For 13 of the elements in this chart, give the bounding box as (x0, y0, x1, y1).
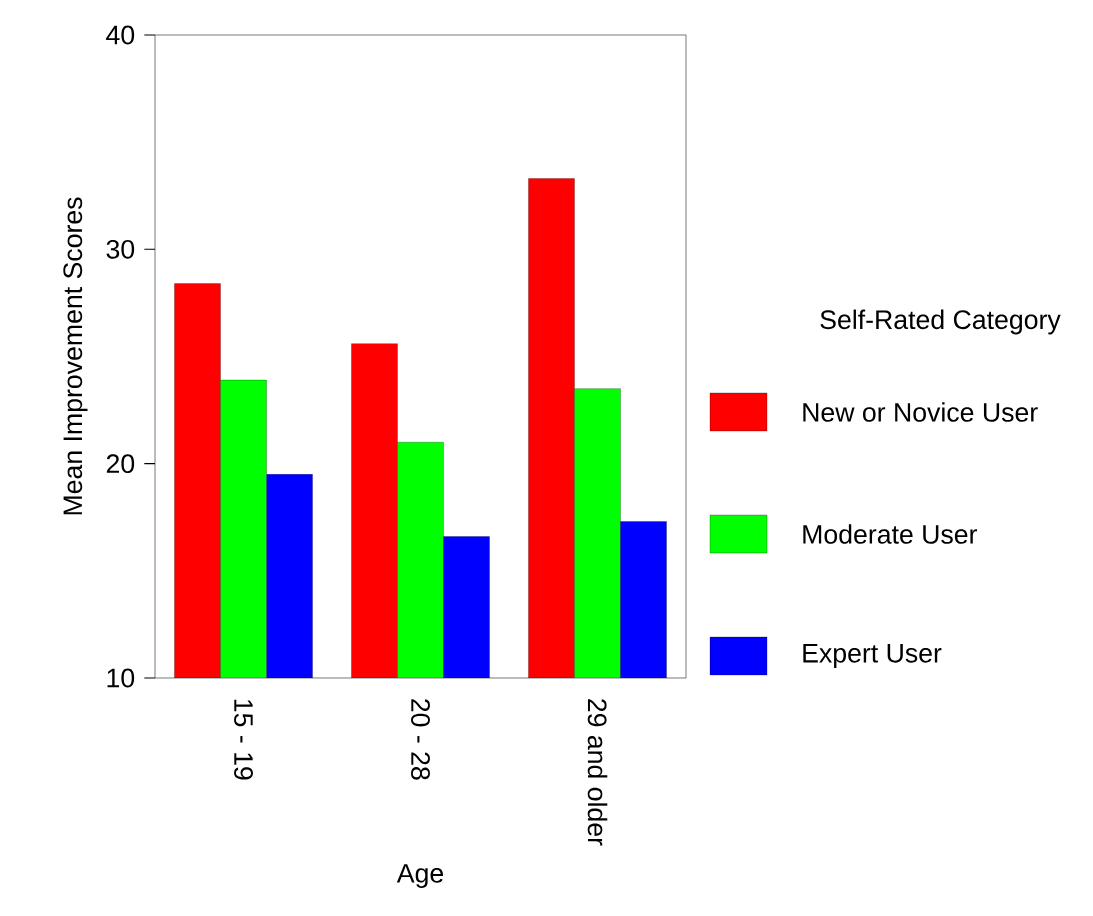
x-tick-label: 29 and older (587, 699, 608, 846)
x-tick-label: 15 - 19 (234, 699, 253, 780)
y-tick-label: 40 (106, 25, 135, 45)
legend-label: Moderate User (803, 524, 978, 544)
legend-label: New or Novice User (803, 402, 1038, 422)
y-tick-label: 30 (106, 239, 135, 259)
y-tick-label: 20 (106, 454, 135, 474)
y-axis-title: Mean Improvement Scores (63, 197, 88, 515)
x-axis-title: Age (396, 864, 444, 889)
x-tick-label: 20 - 28 (411, 699, 430, 780)
y-tick-label: 10 (107, 668, 135, 688)
legend-title: Self-Rated Category (820, 309, 1061, 335)
legend-label: Expert User (803, 644, 942, 668)
